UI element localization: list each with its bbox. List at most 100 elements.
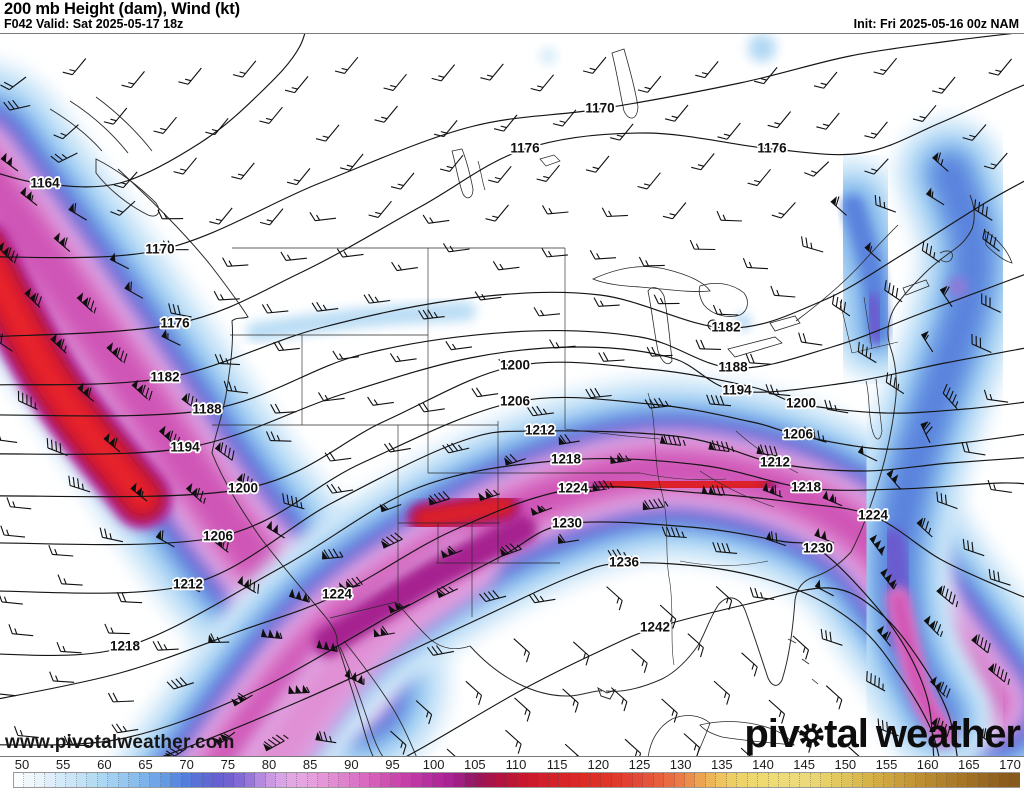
colorbar-cell xyxy=(454,773,465,787)
wind-barb xyxy=(646,346,673,357)
wind-barb xyxy=(562,688,579,713)
wind-barb xyxy=(916,517,933,538)
colorbar-cell xyxy=(485,773,497,787)
height-contour xyxy=(0,180,1024,386)
colorbar-tick: 105 xyxy=(463,757,486,772)
wind-barb xyxy=(589,250,617,260)
wind-barb xyxy=(607,549,635,560)
wind-barb xyxy=(49,671,75,683)
colorbar-tick: 110 xyxy=(505,757,527,772)
colorbar-cell xyxy=(244,773,256,787)
geo-outline xyxy=(902,279,930,296)
wind-barb xyxy=(857,341,877,364)
wind-barb xyxy=(741,652,758,677)
contour-label: 1224 xyxy=(322,587,353,602)
wind-barb xyxy=(747,168,771,187)
map-title: 200 mb Height (dam), Wind (kt) xyxy=(4,0,240,18)
geo-outline xyxy=(699,721,795,746)
colorbar-cell xyxy=(538,773,549,787)
wind-barb xyxy=(971,334,992,354)
colorbar-tick: 60 xyxy=(97,757,112,772)
wind-barb xyxy=(864,158,889,175)
wind-barb xyxy=(830,196,847,216)
wind-barb xyxy=(374,105,398,123)
wind-barb xyxy=(585,155,610,173)
colorbar-cell xyxy=(349,773,360,787)
wind-barb xyxy=(558,434,580,446)
geo-outline xyxy=(477,160,486,191)
colorbar-cell xyxy=(873,773,885,787)
colorbar-cell xyxy=(632,773,644,787)
colorbar-cell xyxy=(380,773,392,787)
map-image[interactable]: 1164 1170 1170 1176 1176 1176 1182 1182 1188 1188… xyxy=(0,34,1024,756)
wind-barb xyxy=(869,534,886,556)
geo-outline xyxy=(795,224,899,322)
colorbar-cell xyxy=(496,773,507,787)
wind-barb xyxy=(474,291,502,301)
wind-barb xyxy=(261,628,283,640)
colorbar-cell xyxy=(653,773,665,787)
colorbar-cell xyxy=(622,773,633,787)
colorbar-cell xyxy=(443,773,455,787)
wind-barb xyxy=(716,210,742,222)
wind-barb xyxy=(113,171,138,189)
colorbar-cell xyxy=(590,773,602,787)
colorbar-cell xyxy=(601,773,612,787)
colorbar-cell xyxy=(664,773,675,787)
wind-barb xyxy=(368,200,392,218)
wind-barb xyxy=(912,104,937,122)
colorbar-tick: 165 xyxy=(957,757,980,772)
colorbar-cell xyxy=(464,773,476,787)
contour-label: 1212 xyxy=(173,577,203,592)
wind-barb xyxy=(983,389,1009,403)
model-init-label: Init: Fri 2025-05-16 00z NAM xyxy=(853,17,1019,31)
wind-barb xyxy=(282,493,305,510)
contour-label: 1200 xyxy=(786,396,816,411)
wind-barb xyxy=(121,71,145,89)
height-contour xyxy=(162,562,940,756)
wind-barbs xyxy=(0,56,1013,756)
wind-barb xyxy=(211,533,230,553)
wind-barb xyxy=(53,232,71,253)
wind-barb xyxy=(418,402,445,413)
colorbar-cell xyxy=(255,773,266,787)
logo-text-weather: weather xyxy=(875,712,1021,756)
colorbar-tick: 80 xyxy=(261,757,277,772)
wind-barb xyxy=(661,526,687,539)
wind-barb xyxy=(552,109,577,127)
wind-barb xyxy=(689,239,716,251)
colorbar-cell xyxy=(936,773,948,787)
wind-barb xyxy=(683,733,701,756)
colorbar-cell xyxy=(957,773,969,787)
colorbar-cell xyxy=(412,773,423,787)
colorbar-cell xyxy=(758,773,769,787)
geo-outline xyxy=(451,148,474,199)
wind-barb xyxy=(391,261,418,272)
wind-barb xyxy=(638,256,665,267)
wind-barb xyxy=(929,676,951,699)
contour-label: 1182 xyxy=(711,320,740,335)
wind-barb xyxy=(222,257,249,267)
wind-barb xyxy=(642,498,669,511)
wind-barb xyxy=(165,747,187,756)
wind-barb xyxy=(231,162,255,180)
colorbar-cell xyxy=(643,773,654,787)
wind-barb xyxy=(62,58,87,76)
contour-label: 1164 xyxy=(30,176,60,191)
height-contour xyxy=(0,430,1024,594)
wind-barb xyxy=(17,390,38,411)
wind-barb xyxy=(99,527,124,543)
wind-barb xyxy=(0,692,16,697)
map-canvas[interactable]: 1164 1170 1170 1176 1176 1176 1182 1182 1188 1188… xyxy=(0,33,1024,757)
colorbar-tick: 65 xyxy=(138,757,153,772)
colorbar-tick: 125 xyxy=(628,757,651,772)
colorbar-cell xyxy=(747,773,759,787)
wind-barb xyxy=(499,543,522,557)
wind-barb xyxy=(77,382,95,403)
wind-barb xyxy=(601,207,628,218)
wind-barb xyxy=(48,544,74,557)
wind-barb xyxy=(340,153,364,171)
wind-barb xyxy=(181,393,201,412)
wind-barb xyxy=(336,248,364,258)
wind-barb xyxy=(442,442,470,454)
